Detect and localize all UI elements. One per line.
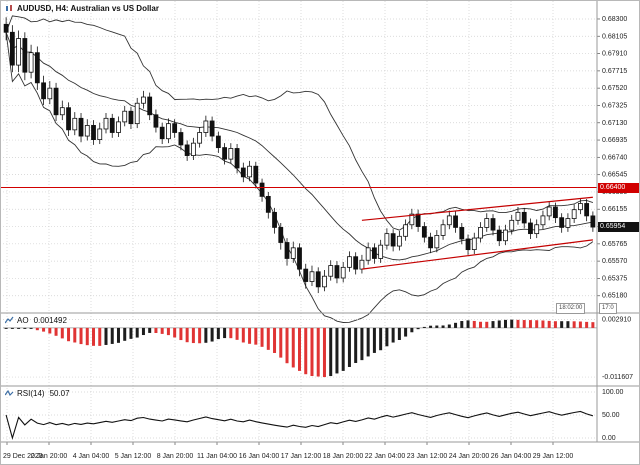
svg-text:0.66155: 0.66155 [602, 206, 627, 213]
level-price-tag: 0.66400 [598, 182, 639, 193]
current-price-tag: 0.65954 [598, 222, 639, 233]
svg-text:0.68300: 0.68300 [602, 16, 627, 23]
rsi-panel-title: RSI(14) 50.07 [5, 389, 70, 398]
candlestick-chart-icon [6, 5, 12, 11]
svg-text:0.00: 0.00 [602, 435, 616, 442]
svg-text:0.68105: 0.68105 [602, 33, 627, 40]
svg-text:0.67325: 0.67325 [602, 102, 627, 109]
svg-text:0.66545: 0.66545 [602, 172, 627, 179]
chart-title-label: AUDUSD, H4: Australian vs US Dollar [17, 4, 159, 13]
svg-text:0.67715: 0.67715 [602, 68, 627, 75]
ao-value: 0.001492 [33, 316, 67, 325]
svg-text:0.67130: 0.67130 [602, 120, 627, 127]
svg-text:16 Jan 04:00: 16 Jan 04:00 [239, 453, 280, 460]
svg-text:2 Jan 20:00: 2 Jan 20:00 [31, 453, 68, 460]
svg-text:26 Jan 04:00: 26 Jan 04:00 [491, 453, 532, 460]
ao-panel-title: AO 0.001492 [5, 316, 67, 325]
svg-text:0.002910: 0.002910 [602, 317, 631, 324]
svg-text:17 Jan 12:00: 17 Jan 12:00 [281, 453, 322, 460]
svg-text:0.65375: 0.65375 [602, 275, 627, 282]
svg-text:29 Dec 2023: 29 Dec 2023 [3, 453, 43, 460]
svg-text:0.65570: 0.65570 [602, 258, 627, 265]
svg-text:23 Jan 12:00: 23 Jan 12:00 [407, 453, 448, 460]
svg-text:11 Jan 04:00: 11 Jan 04:00 [197, 453, 237, 460]
svg-text:24 Jan 20:00: 24 Jan 20:00 [449, 453, 490, 460]
indicator-icon [5, 316, 14, 324]
bar-timer-remaining: 17:0 [599, 303, 617, 314]
indicator-icon [5, 389, 14, 397]
svg-text:0.65765: 0.65765 [602, 241, 627, 248]
svg-text:0.66935: 0.66935 [602, 137, 627, 144]
rsi-value: 50.07 [49, 389, 70, 398]
bar-timer-elapsed: 18:02:00 [556, 303, 586, 314]
svg-text:100.00: 100.00 [602, 389, 624, 396]
svg-text:22 Jan 04:00: 22 Jan 04:00 [365, 453, 406, 460]
svg-text:4 Jan 04:00: 4 Jan 04:00 [73, 453, 110, 460]
rsi-label: RSI(14) [17, 389, 45, 398]
svg-text:5 Jan 12:00: 5 Jan 12:00 [115, 453, 152, 460]
svg-text:50.00: 50.00 [602, 412, 620, 419]
chart-title: AUDUSD, H4: Australian vs US Dollar [5, 4, 159, 13]
ao-label: AO [17, 316, 29, 325]
svg-text:0.67910: 0.67910 [602, 51, 627, 58]
svg-text:0.65180: 0.65180 [602, 293, 627, 300]
svg-text:0.67520: 0.67520 [602, 85, 627, 92]
svg-text:0.66740: 0.66740 [602, 154, 627, 161]
svg-text:29 Jan 12:00: 29 Jan 12:00 [533, 453, 574, 460]
svg-text:18 Jan 20:00: 18 Jan 20:00 [323, 453, 364, 460]
svg-text:8 Jan 20:00: 8 Jan 20:00 [157, 453, 194, 460]
svg-text:-0.011607: -0.011607 [602, 374, 633, 381]
